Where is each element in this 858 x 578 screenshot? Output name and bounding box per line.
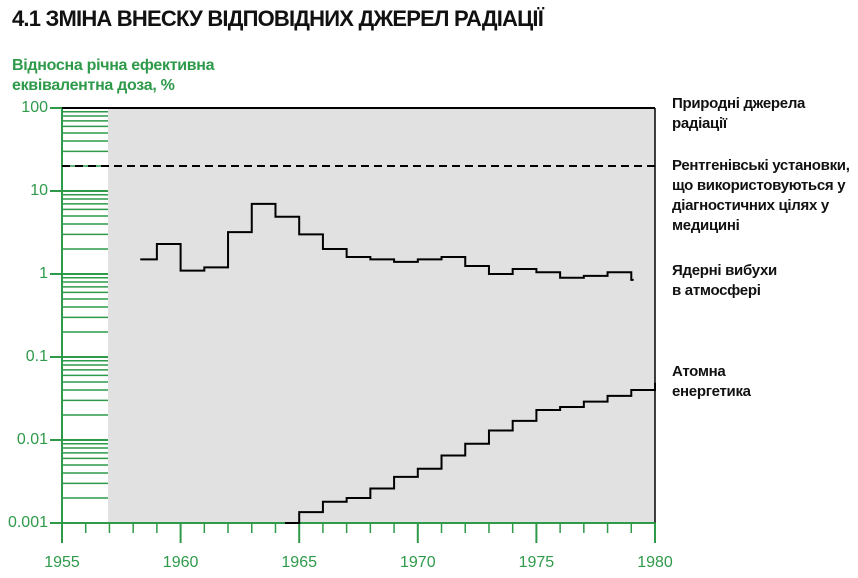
series-label: Атомна енергетика — [672, 363, 751, 400]
y-tick-label: 10 — [30, 182, 48, 199]
y-tick-label: 100 — [21, 99, 48, 116]
x-tick-label: 1975 — [519, 554, 555, 571]
y-tick-label: 0.001 — [8, 514, 48, 531]
chart-title: 4.1 ЗМІНА ВНЕСКУ ВІДПОВІДНИХ ДЖЕРЕЛ РАДІ… — [12, 6, 544, 31]
series-line — [140, 202, 634, 281]
series-label: Рентгенівські установки, що використовую… — [672, 157, 850, 234]
y-axis-label: Відносна річна ефективна еквівалентна до… — [12, 57, 215, 94]
y-tick-label: 1 — [39, 265, 48, 282]
y-tick-label: 0.1 — [26, 348, 48, 365]
x-tick-label: 1955 — [44, 554, 80, 571]
series-label: Ядерні вибухи в атмосфері — [672, 262, 777, 299]
series-label: Природні джерела радіації — [672, 95, 806, 132]
series-line — [284, 382, 656, 524]
plot-background — [108, 108, 655, 523]
x-tick-label: 1960 — [163, 554, 199, 571]
x-tick-label: 1965 — [281, 554, 317, 571]
y-tick-label: 0.01 — [17, 431, 48, 448]
x-tick-label: 1970 — [400, 554, 436, 571]
x-tick-label: 1980 — [637, 554, 673, 571]
